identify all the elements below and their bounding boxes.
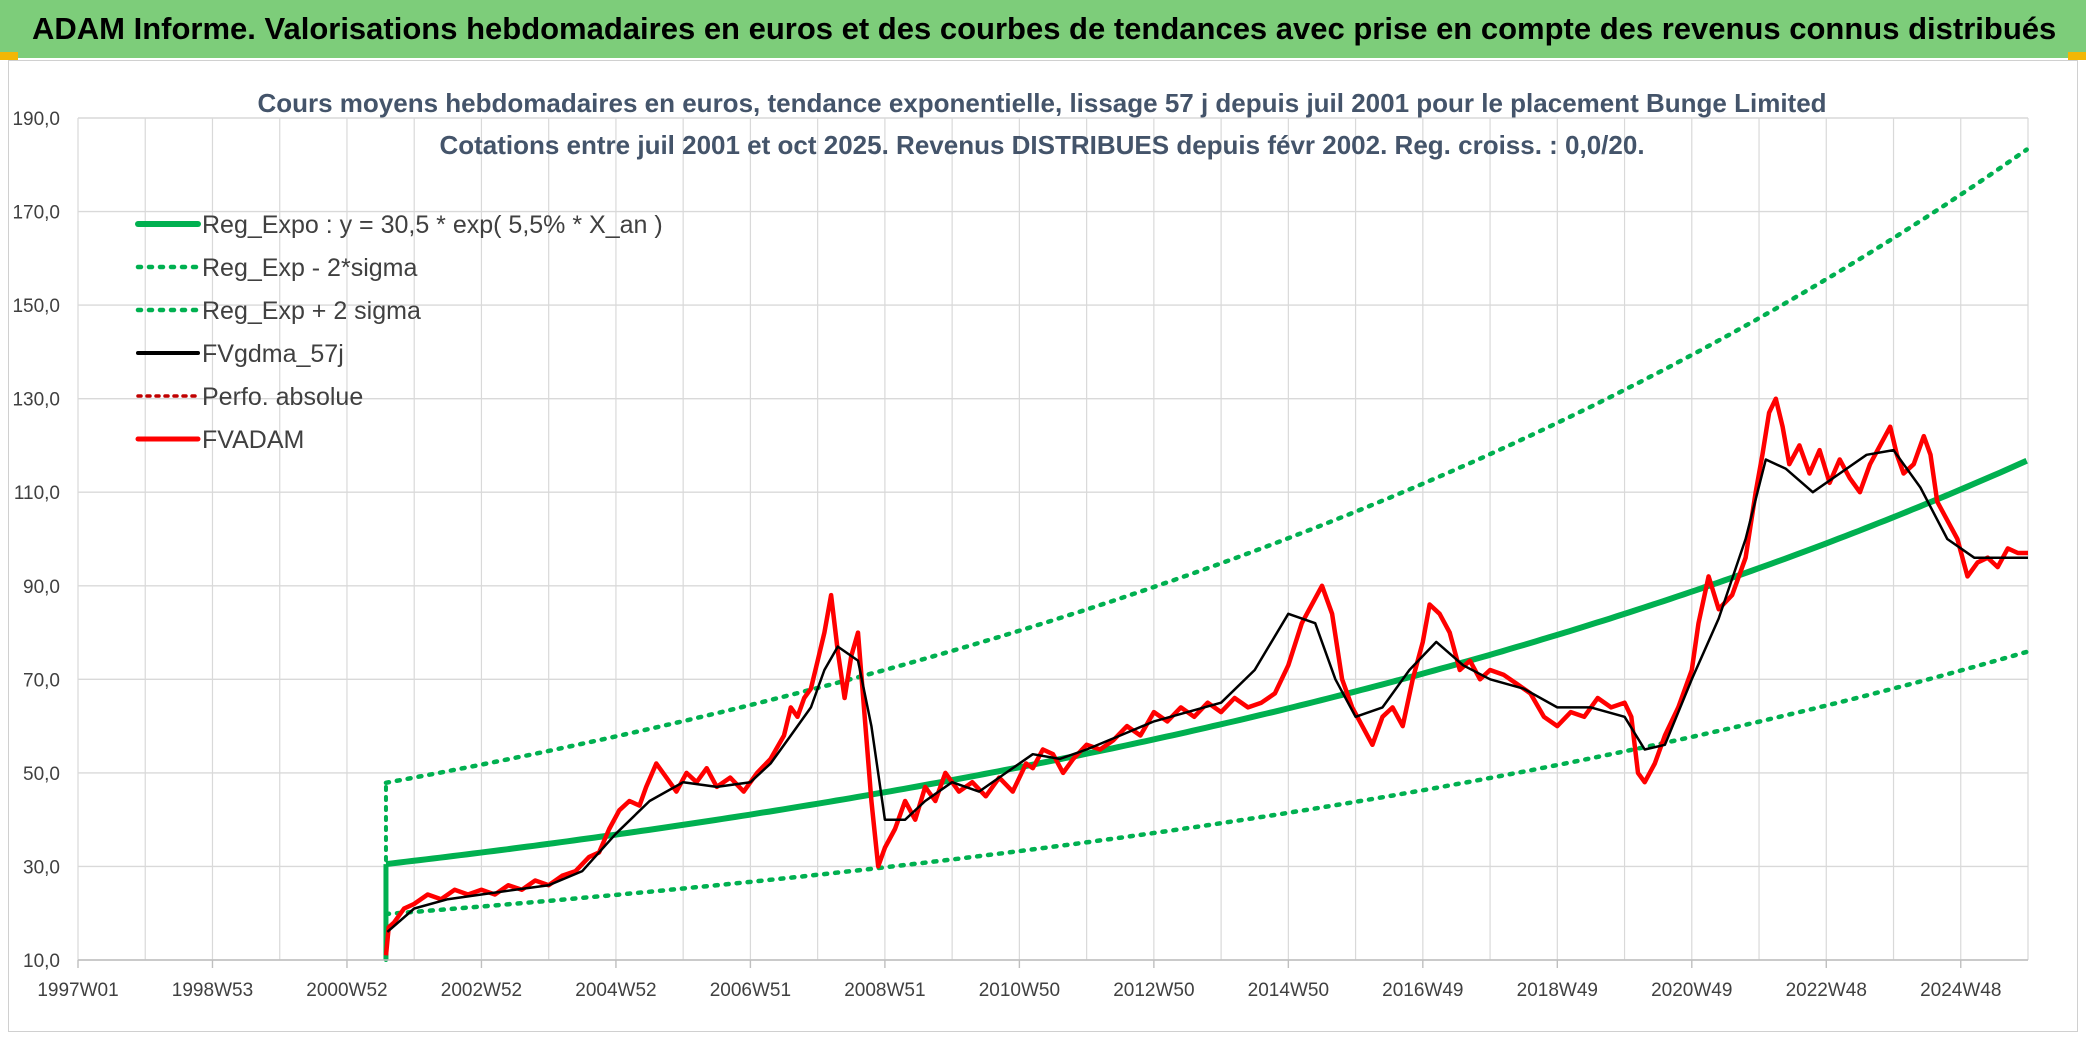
- chart-title: Cours moyens hebdomadaires en euros, ten…: [257, 88, 1826, 118]
- reg-expo-line: [385, 458, 2028, 868]
- x-tick-label: 1997W01: [37, 980, 118, 1001]
- x-tick-label: 2012W50: [1113, 980, 1194, 1001]
- legend-label-low: Reg_Exp - 2*sigma: [202, 254, 417, 282]
- y-tick-label: 170,0: [12, 203, 60, 224]
- chart-titles: Cours moyens hebdomadaires en euros, ten…: [257, 88, 1826, 160]
- x-tick-label: 2004W52: [575, 980, 656, 1001]
- x-tick-label: 2014W50: [1248, 980, 1329, 1001]
- x-tick-label: 2016W49: [1382, 980, 1463, 1001]
- report-banner: ADAM Informe. Valorisations hebdomadaire…: [0, 0, 2086, 58]
- x-tick-label: 2002W52: [441, 980, 522, 1001]
- chart-frame: [8, 60, 2078, 1032]
- y-tick-label: 50,0: [23, 764, 60, 785]
- x-tick-label: 1998W53: [172, 980, 253, 1001]
- reg-exp-plus-2sigma-line: [383, 147, 2029, 786]
- x-tick-label: 2006W51: [710, 980, 791, 1001]
- banner-corner-left: [0, 52, 18, 60]
- x-tick-label: 2008W51: [844, 980, 925, 1001]
- y-tick-label: 10,0: [23, 951, 60, 972]
- reg-exp-minus-2sigma-line: [383, 649, 2029, 917]
- y-tick-label: 90,0: [23, 577, 60, 598]
- legend-label-high: Reg_Exp + 2 sigma: [202, 297, 421, 325]
- axes: 190,0 170,0 150,0 130,0 110,0 90,0 70,0 50,0 30,…: [12, 109, 2028, 1001]
- fvgdma-57j-line: [386, 448, 2028, 933]
- legend-label-reg: Reg_Expo : y = 30,5 * exp( 5,5% * X_an ): [202, 211, 663, 239]
- series-layer: [383, 147, 2029, 962]
- legend-label-smooth: FVgdma_57j: [202, 340, 344, 368]
- y-tick-label: 110,0: [14, 483, 60, 504]
- y-tick-label: 30,0: [23, 857, 60, 878]
- grid: [77, 117, 2029, 961]
- legend-label-adam: FVADAM: [202, 426, 304, 454]
- legend: Reg_Expo : y = 30,5 * exp( 5,5% * X_an )…: [135, 211, 663, 454]
- y-tick-label: 150,0: [12, 296, 60, 317]
- report-title: ADAM Informe. Valorisations hebdomadaire…: [32, 11, 2057, 46]
- legend-label-perfo: Perfo. absolue: [202, 383, 363, 411]
- chart-subtitle: Cotations entre juil 2001 et oct 2025. R…: [439, 130, 1644, 160]
- x-tick-label: 2024W48: [1920, 980, 2001, 1001]
- y-tick-label: 190,0: [12, 109, 60, 130]
- x-tick-label: 2000W52: [306, 980, 387, 1001]
- banner-corner-right: [2068, 52, 2086, 60]
- x-tick-label: 2018W49: [1517, 980, 1598, 1001]
- y-tick-label: 130,0: [12, 390, 60, 411]
- x-tick-label: 2020W49: [1651, 980, 1732, 1001]
- x-tick-label: 2010W50: [979, 980, 1060, 1001]
- y-tick-label: 70,0: [23, 670, 60, 691]
- x-tick-label: 2022W48: [1786, 980, 1867, 1001]
- fvadam-line: [383, 396, 2028, 956]
